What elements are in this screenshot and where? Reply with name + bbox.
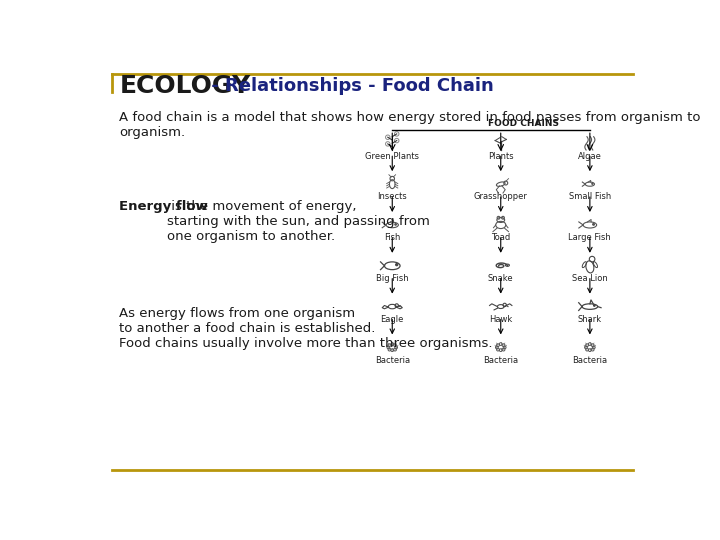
Text: Grasshopper: Grasshopper <box>474 192 528 201</box>
Circle shape <box>593 224 595 225</box>
Text: Sea Lion: Sea Lion <box>572 274 608 283</box>
Text: ECOLOGY: ECOLOGY <box>120 75 251 98</box>
Text: Green Plants: Green Plants <box>365 152 419 161</box>
Text: is the movement of energy,
starting with the sun, and passing from
one organism : is the movement of energy, starting with… <box>167 200 430 242</box>
Circle shape <box>592 183 593 184</box>
Text: Large Fish: Large Fish <box>569 233 611 242</box>
Circle shape <box>395 224 397 225</box>
Text: Insects: Insects <box>377 192 407 201</box>
Text: Bacteria: Bacteria <box>374 356 410 364</box>
Text: Plants: Plants <box>488 152 513 161</box>
Text: A food chain is a model that shows how energy stored in food passes from organis: A food chain is a model that shows how e… <box>120 111 701 139</box>
Text: Hawk: Hawk <box>489 315 513 324</box>
Circle shape <box>593 305 595 306</box>
Text: Eagle: Eagle <box>381 315 404 324</box>
Text: Algae: Algae <box>578 152 602 161</box>
Text: Bacteria: Bacteria <box>483 356 518 364</box>
Text: Shark: Shark <box>578 315 602 324</box>
Text: Energy flow: Energy flow <box>120 200 208 213</box>
Text: Small Fish: Small Fish <box>569 192 611 201</box>
Text: Snake: Snake <box>488 274 513 283</box>
Text: Big Fish: Big Fish <box>376 274 408 283</box>
Text: FOOD CHAINS: FOOD CHAINS <box>488 119 559 128</box>
Circle shape <box>395 264 398 266</box>
Text: - Relationships - Food Chain: - Relationships - Food Chain <box>204 77 493 96</box>
Text: Fish: Fish <box>384 233 400 242</box>
Text: Bacteria: Bacteria <box>572 356 608 364</box>
Text: As energy flows from one organism
to another a food chain is established.
Food c: As energy flows from one organism to ano… <box>120 307 493 350</box>
Text: Toad: Toad <box>491 233 510 242</box>
